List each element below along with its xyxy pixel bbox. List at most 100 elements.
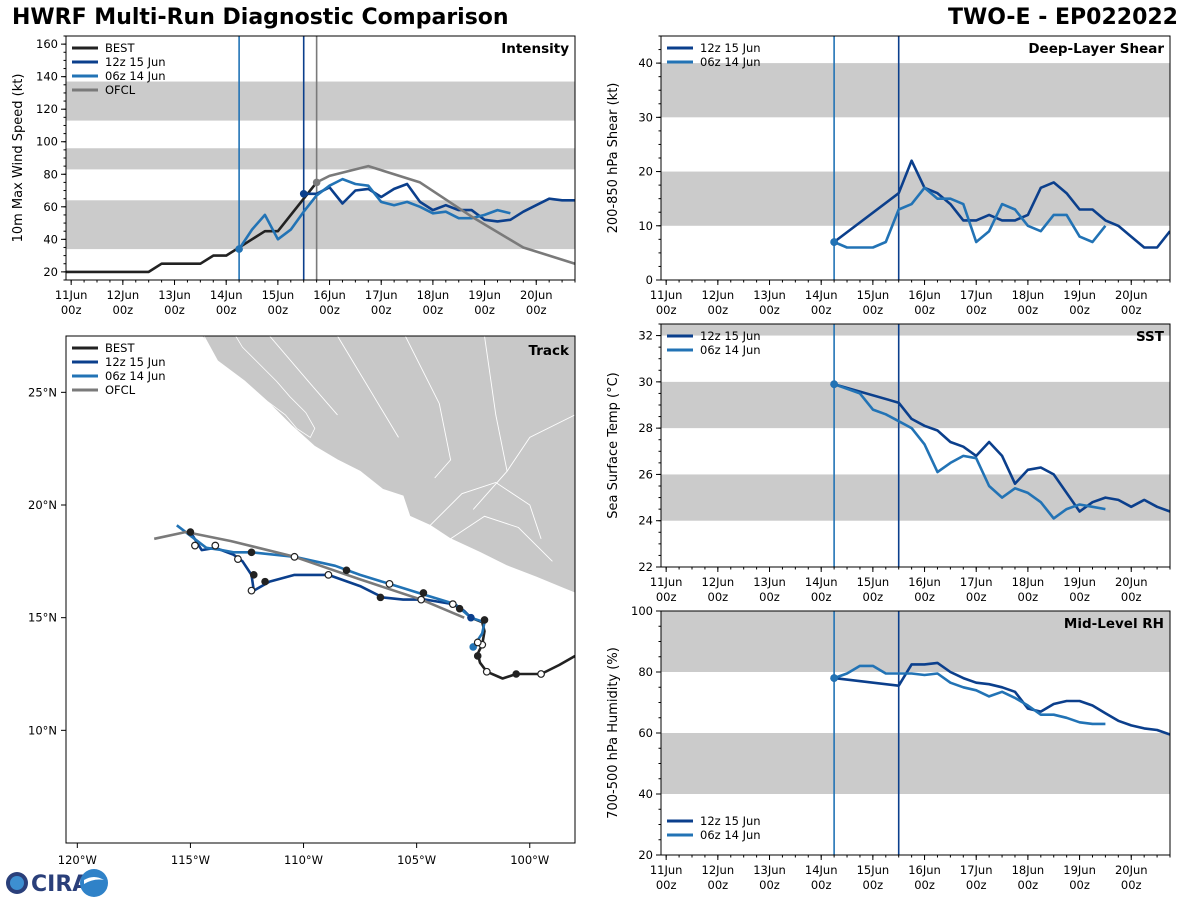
logo-text: CIRA	[31, 872, 89, 897]
x-tick-label: 19Jun	[1063, 575, 1096, 589]
lon-tick-label: 120°W	[58, 853, 97, 867]
lon-tick-label: 105°W	[397, 853, 436, 867]
y-tick-label: 100	[36, 135, 58, 149]
track-marker-open	[448, 600, 457, 609]
legend-label: 06z 14 Jun	[700, 55, 761, 69]
x-tick-label: 14Jun	[805, 288, 838, 302]
track-marker-open	[537, 670, 545, 678]
y-tick-label: 20	[43, 265, 58, 279]
x-tick-sublabel: 00z	[966, 590, 987, 604]
x-tick-sublabel: 00z	[268, 303, 289, 317]
y-tick-label: 22	[638, 560, 653, 574]
x-tick-sublabel: 00z	[811, 303, 832, 317]
panel-sst: 22242628303211Jun00z12Jun00z13Jun00z14Ju…	[606, 323, 1171, 604]
y-tick-label: 20	[638, 165, 653, 179]
x-tick-label: 19Jun	[1063, 863, 1096, 877]
track-marker-open	[385, 579, 394, 588]
threshold-band	[661, 611, 1170, 672]
x-tick-sublabel: 00z	[863, 878, 884, 892]
x-tick-sublabel: 00z	[811, 878, 832, 892]
track-marker-open	[324, 570, 333, 579]
legend-label: BEST	[105, 41, 135, 55]
storm-id-title: TWO-E - EP022022	[948, 5, 1178, 30]
x-tick-sublabel: 00z	[216, 303, 237, 317]
x-tick-sublabel: 00z	[1121, 878, 1142, 892]
y-axis-label: Sea Surface Temp (°C)	[606, 372, 621, 519]
lat-tick-label: 25°N	[28, 385, 57, 399]
x-tick-sublabel: 00z	[966, 878, 987, 892]
y-tick-label: 80	[43, 167, 58, 181]
x-tick-label: 16Jun	[908, 288, 941, 302]
x-tick-label: 15Jun	[857, 863, 890, 877]
legend-label: 06z 14 Jun	[700, 343, 761, 357]
threshold-band	[66, 81, 575, 121]
x-tick-sublabel: 00z	[708, 878, 729, 892]
x-tick-label: 17Jun	[960, 863, 993, 877]
x-tick-label: 12Jun	[702, 863, 735, 877]
x-tick-sublabel: 00z	[1069, 590, 1090, 604]
legend-label: BEST	[105, 341, 135, 355]
track-marker-open	[191, 541, 199, 550]
track-marker-filled	[419, 589, 428, 597]
y-tick-label: 100	[631, 604, 653, 618]
lon-tick-label: 115°W	[171, 853, 210, 867]
state-border	[450, 515, 553, 562]
x-tick-label: 11Jun	[650, 575, 683, 589]
x-tick-sublabel: 00z	[966, 303, 987, 317]
y-tick-label: 26	[638, 467, 653, 481]
y-tick-label: 60	[638, 726, 653, 740]
legend-label: 12z 15 Jun	[700, 41, 761, 55]
x-tick-sublabel: 00z	[1069, 303, 1090, 317]
panel-title: Intensity	[501, 41, 569, 57]
lat-tick-label: 20°N	[28, 498, 57, 512]
x-tick-label: 17Jun	[960, 288, 993, 302]
series-line-run1	[833, 382, 1170, 513]
x-tick-sublabel: 00z	[863, 303, 884, 317]
series-start-point	[299, 189, 308, 198]
threshold-band	[661, 733, 1170, 794]
track-plot-area	[153, 336, 575, 680]
state-border	[429, 482, 542, 539]
x-tick-sublabel: 00z	[708, 303, 729, 317]
panel-frame	[660, 323, 1171, 568]
x-tick-label: 15Jun	[262, 288, 295, 302]
state-border	[269, 336, 338, 416]
mexico-mainland-land	[156, 336, 575, 594]
track-line-run2	[176, 524, 486, 648]
x-tick-sublabel: 00z	[1018, 878, 1039, 892]
x-tick-label: 12Jun	[107, 288, 140, 302]
x-tick-sublabel: 00z	[474, 303, 495, 317]
x-tick-label: 12Jun	[702, 288, 735, 302]
x-tick-label: 11Jun	[650, 863, 683, 877]
y-axis-label: 700-500 hPa Humidity (%)	[606, 647, 621, 819]
x-tick-label: 20Jun	[1115, 863, 1148, 877]
x-tick-sublabel: 00z	[1121, 303, 1142, 317]
x-tick-label: 13Jun	[158, 288, 191, 302]
track-marker-filled	[249, 571, 258, 579]
baja-california-land	[203, 336, 316, 438]
panel-plot-area	[661, 36, 1170, 280]
lon-tick-label: 110°W	[284, 853, 323, 867]
panel-title: Track	[529, 343, 570, 359]
panel-plot-area	[661, 611, 1170, 855]
x-tick-sublabel: 00z	[319, 303, 340, 317]
x-tick-sublabel: 00z	[164, 303, 185, 317]
threshold-band	[66, 148, 575, 170]
figure-title: HWRF Multi-Run Diagnostic Comparison	[12, 5, 509, 30]
y-tick-label: 120	[36, 102, 58, 116]
x-tick-sublabel: 00z	[708, 590, 729, 604]
logo-globe-inner	[10, 876, 24, 890]
x-tick-sublabel: 00z	[656, 878, 677, 892]
track-frame	[65, 335, 576, 844]
series-line-run2	[833, 382, 1106, 520]
x-tick-sublabel: 00z	[656, 590, 677, 604]
panel-title: SST	[1136, 329, 1165, 345]
x-tick-label: 13Jun	[753, 863, 786, 877]
series-start-point	[830, 674, 838, 682]
series-line-run1	[833, 159, 1170, 249]
x-tick-label: 13Jun	[753, 288, 786, 302]
legend-label: 12z 15 Jun	[105, 55, 166, 69]
track-marker-open	[290, 552, 299, 561]
y-tick-label: 30	[638, 375, 653, 389]
track-marker-open	[211, 541, 220, 550]
